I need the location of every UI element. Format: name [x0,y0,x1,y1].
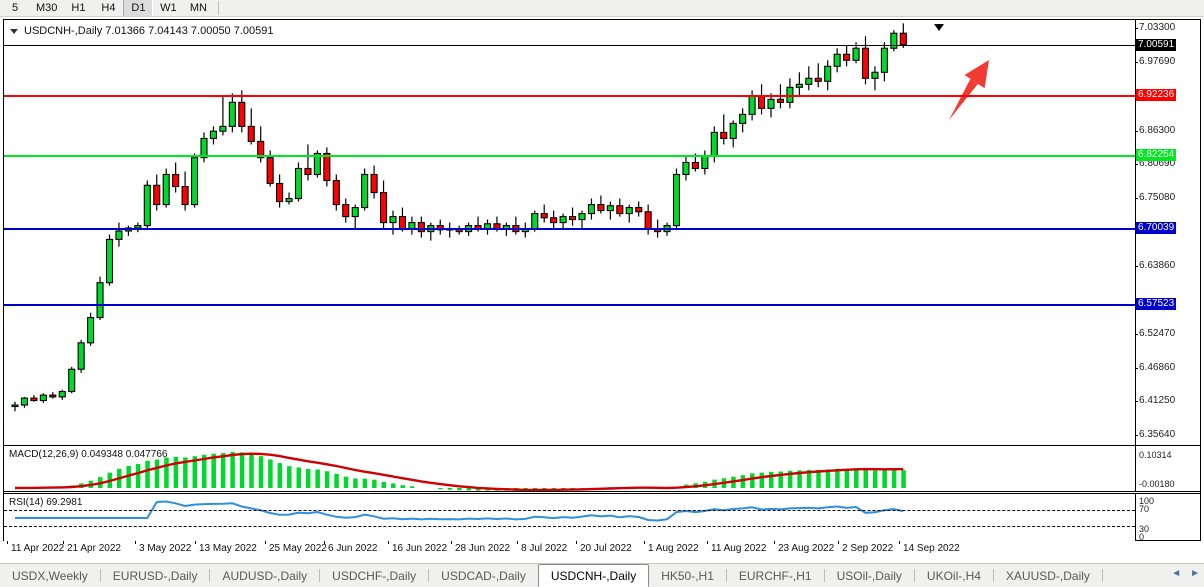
price-axis-tick: 6.52470 [1134,327,1176,339]
chart-tab-audusd--daily[interactable]: AUDUSD-,Daily [222,569,308,583]
chart-tab-eurchf--h1[interactable]: EURCHF-,H1 [738,569,812,583]
macd-pane[interactable]: MACD(12,26,9) 0.049348 0.047766 [4,445,1135,492]
chart-tab-hk50--h1[interactable]: HK50-,H1 [661,569,714,583]
price-axis-tick: 6.80690 [1134,158,1176,170]
price-level-badge[interactable]: 6.57523 [1136,297,1177,310]
macd-axis: 0.10314 -0.00180 [1135,445,1200,492]
rsi-threshold-line [4,526,1135,527]
date-axis-tick: 14 Sep 2022 [899,541,960,554]
candlestick-series [11,23,989,412]
tab-divider [319,569,321,582]
price-chart-pane[interactable]: USDCNH-,Daily 7.01366 7.04143 7.00050 7.… [4,20,1135,445]
chart-tab-bar: USDX,Weekly EURUSD-,Daily AUDUSD-,Daily USD… [0,563,1204,587]
rsi-axis-tick: 70 [1139,504,1150,514]
date-axis-tick: 20 Jul 2022 [576,541,632,554]
macd-axis-tick: -0.00180 [1139,479,1175,489]
date-axis-tick: 25 May 2022 [265,541,327,554]
price-level-line[interactable] [4,94,1135,97]
scroll-left-icon[interactable]: ◄ [1171,568,1182,579]
rsi-axis: 100 70 30 0 [1135,493,1200,542]
tab-divider [913,569,915,582]
timeframe-button-h4[interactable]: H4 [101,2,116,14]
chart-tab-usdx-weekly[interactable]: USDX,Weekly [12,569,88,583]
macd-axis-tick: 0.10314 [1139,450,1172,460]
date-axis-tick: 16 Jun 2022 [387,541,448,554]
rsi-label: RSI(14) 69.2981 [9,497,83,508]
date-axis-tick: 1 Aug 2022 [644,541,699,554]
macd-label: MACD(12,26,9) 0.049348 0.047766 [9,449,168,460]
date-axis-tick: 3 May 2022 [134,541,192,554]
rsi-pane[interactable]: RSI(14) 69.2981 [4,493,1135,541]
timeframe-button-5[interactable]: 5 [11,2,19,14]
price-axis-tick: 6.75080 [1134,192,1176,204]
tab-divider [725,569,727,582]
chart-tab-usdcad--daily[interactable]: USDCAD-,Daily [441,569,526,583]
chart-tab-xauusd--daily[interactable]: XAUUSD-,Daily [1005,569,1090,583]
rsi-series [15,500,904,522]
rsi-axis-tick: 100 [1139,496,1155,506]
date-axis-tick: 8 Jul 2022 [516,541,568,554]
chart-top-marker-icon [934,24,944,31]
tab-divider [428,569,430,582]
date-axis-tick: 28 Jun 2022 [450,541,511,554]
chart-tab-ukoil--h4[interactable]: UKOil-,H4 [926,569,981,583]
timeframe-button-h1[interactable]: H1 [71,2,86,14]
date-axis-tick: 21 Apr 2022 [63,541,121,554]
tab-divider [1101,569,1103,582]
rsi-axis-tick: 30 [1139,524,1150,534]
price-axis-tick: 6.46860 [1134,361,1176,373]
date-axis-tick: 6 Jun 2022 [324,541,378,554]
price-level-line[interactable] [4,154,1135,157]
toolbar-divider [218,1,220,15]
price-axis[interactable]: 7.033006.976906.863006.806906.750806.694… [1134,20,1200,445]
rsi-axis-tick: 0 [1139,532,1145,542]
date-axis-tick: 13 May 2022 [195,541,257,554]
chart-legend: USDCNH-,Daily 7.01366 7.04143 7.00050 7.… [10,25,274,37]
chart-tab-usdcnh--daily[interactable]: USDCNH-,Daily [537,564,650,587]
date-axis-tick: 23 Aug 2022 [773,541,835,554]
price-level-badge[interactable]: 6.82254 [1136,148,1177,161]
timeframe-button-d1[interactable]: D1 [123,0,154,16]
tab-divider [99,569,101,582]
scroll-right-icon[interactable]: ► [1190,568,1200,579]
tab-divider [992,569,994,582]
chevron-down-icon[interactable] [10,28,18,34]
timeframe-toolbar: 5 M30 H1 H4 D1 W1 MN [0,0,1204,17]
date-axis[interactable]: 11 Apr 2022 21 Apr 2022 3 May 2022 13 May 2… [3,541,1201,559]
chart-tab-usdchf--daily[interactable]: USDCHF-,Daily [332,569,417,583]
chart-window[interactable]: USDCNH-,Daily 7.01366 7.04143 7.00050 7.… [3,19,1201,542]
arrow-annotation-icon[interactable] [949,60,989,120]
price-level-badge[interactable]: 6.92236 [1136,88,1177,101]
rsi-threshold-line [4,510,1135,511]
date-axis-tick: 2 Sep 2022 [837,541,894,554]
tab-divider [823,569,825,582]
chart-legend-text: USDCNH-,Daily 7.01366 7.04143 7.00050 7.… [24,25,274,37]
price-level-line[interactable] [4,228,1135,231]
price-level-line[interactable] [4,303,1135,306]
price-axis-tick: 6.35640 [1134,429,1176,441]
price-axis-tick: 7.03300 [1134,22,1176,34]
tab-scroll-controls[interactable]: ◄ ► [1171,569,1200,579]
price-level-line[interactable] [4,44,1135,46]
date-axis-tick: 11 Aug 2022 [706,541,767,554]
price-level-badge[interactable]: 6.70039 [1136,222,1177,235]
price-axis-tick: 6.63860 [1134,259,1176,271]
price-axis-tick: 6.86300 [1134,124,1176,136]
date-axis-tick: 11 Apr 2022 [6,541,65,554]
chart-tab-eurusd--daily[interactable]: EURUSD-,Daily [112,569,198,583]
timeframe-button-w1[interactable]: W1 [160,2,177,14]
timeframe-button-mn[interactable]: MN [189,2,207,14]
timeframe-button-m30[interactable]: M30 [36,2,58,14]
price-axis-tick: 6.41250 [1134,395,1176,407]
price-level-badge[interactable]: 7.00591 [1136,38,1177,51]
chart-tab-usoil--daily[interactable]: USOil-,Daily [836,569,902,583]
macd-series [14,451,906,491]
price-axis-tick: 6.97690 [1134,56,1176,68]
tab-divider [209,569,211,582]
